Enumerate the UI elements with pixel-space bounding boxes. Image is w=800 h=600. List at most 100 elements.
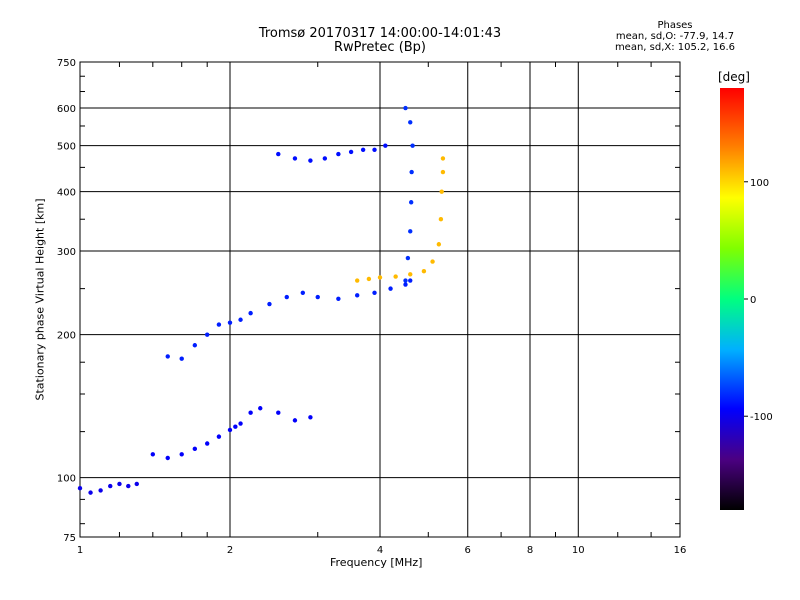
- y-tick-label: 750: [57, 58, 76, 69]
- data-point: [403, 278, 408, 283]
- y-tick-label: 600: [57, 104, 76, 115]
- data-point: [430, 259, 435, 264]
- x-tick-label: 2: [227, 545, 233, 556]
- data-points: [77, 105, 446, 495]
- data-point: [165, 354, 170, 359]
- data-point: [405, 255, 411, 261]
- data-point: [233, 424, 238, 429]
- y-tick-label: 75: [63, 533, 76, 544]
- colorbar-label: [deg]: [718, 70, 750, 84]
- data-point: [408, 229, 413, 234]
- data-point: [377, 275, 383, 280]
- data-point: [126, 483, 131, 489]
- data-point: [204, 441, 210, 446]
- data-point: [179, 356, 184, 361]
- data-point: [336, 296, 341, 301]
- data-point: [248, 310, 253, 316]
- data-point: [439, 189, 444, 194]
- data-point: [276, 410, 281, 415]
- data-point: [393, 274, 398, 279]
- data-point: [348, 149, 354, 155]
- x-tick-label: 1: [77, 545, 83, 556]
- phases-box: Phases mean, sd,O: -77.9, 14.7 mean, sd,…: [600, 20, 750, 53]
- axis-ticks: 1 2 4 6 8 10 16 75 100 200 300 400 500 600 750: [57, 58, 686, 556]
- data-point: [227, 320, 233, 325]
- data-point: [408, 278, 413, 283]
- data-point: [179, 452, 184, 457]
- colorbar-tick-label: 100: [750, 178, 769, 189]
- data-point: [408, 200, 414, 205]
- data-point: [436, 242, 442, 247]
- data-point: [315, 294, 320, 300]
- data-point: [165, 455, 170, 461]
- data-point: [238, 317, 243, 322]
- x-tick-label: 16: [674, 545, 687, 556]
- y-tick-label: 500: [57, 142, 76, 153]
- data-point: [440, 169, 446, 175]
- data-point: [403, 105, 408, 111]
- data-point: [408, 120, 413, 125]
- phases-line-o: mean, sd,O: -77.9, 14.7: [615, 31, 735, 42]
- data-point: [192, 446, 198, 452]
- data-point: [308, 415, 313, 420]
- data-point: [117, 481, 122, 487]
- colorbar-tick-label: 0: [750, 295, 756, 306]
- chart-title: Tromsø 20170317 14:00:00-14:01:43: [258, 26, 502, 41]
- data-point: [216, 434, 222, 439]
- data-point: [354, 293, 360, 298]
- data-point: [77, 486, 83, 491]
- data-point: [440, 156, 446, 161]
- y-tick-label: 200: [57, 331, 76, 342]
- x-axis-label: Frequency [MHz]: [330, 556, 423, 569]
- data-point: [227, 427, 233, 433]
- data-point: [134, 481, 139, 487]
- data-point: [300, 290, 306, 296]
- phases-heading: Phases: [657, 20, 693, 31]
- phases-line-x: mean, sd,X: 105.2, 16.6: [614, 42, 736, 53]
- data-point: [276, 151, 281, 157]
- data-point: [308, 158, 313, 163]
- data-point: [238, 421, 243, 426]
- data-point: [336, 151, 341, 157]
- data-point: [410, 143, 415, 148]
- data-point: [258, 406, 263, 411]
- data-point: [421, 269, 427, 274]
- data-point: [388, 286, 393, 291]
- colorbar-ticks: -100 0 100: [744, 178, 773, 423]
- data-point: [216, 322, 222, 327]
- data-point: [204, 332, 210, 337]
- y-tick-label: 100: [57, 474, 76, 485]
- data-point: [409, 169, 414, 175]
- data-point: [108, 483, 113, 489]
- data-point: [372, 290, 377, 296]
- data-point: [88, 490, 93, 495]
- data-point: [438, 217, 444, 222]
- data-point: [403, 282, 408, 287]
- data-point: [267, 301, 272, 307]
- data-point: [408, 272, 413, 277]
- data-point: [366, 276, 372, 282]
- x-tick-label: 4: [377, 545, 383, 556]
- data-point: [284, 294, 289, 300]
- data-point: [354, 278, 360, 283]
- data-point: [360, 147, 366, 153]
- data-point: [372, 147, 377, 153]
- grid-lines: [80, 62, 680, 537]
- chart-subtitle: RwPretec (Bp): [333, 40, 427, 55]
- x-tick-label: 6: [465, 545, 471, 556]
- data-point: [192, 343, 198, 348]
- x-tick-label: 10: [572, 545, 585, 556]
- data-point: [150, 452, 156, 457]
- data-point: [292, 418, 298, 423]
- colorbar-tick-label: -100: [750, 412, 773, 423]
- colorbar: [720, 88, 744, 510]
- data-point: [98, 488, 103, 493]
- x-tick-label: 8: [527, 545, 533, 556]
- data-point: [248, 410, 253, 415]
- data-point: [322, 156, 328, 161]
- data-point: [383, 143, 388, 148]
- y-tick-label: 400: [57, 188, 76, 199]
- y-tick-label: 300: [57, 247, 76, 258]
- data-point: [292, 156, 298, 161]
